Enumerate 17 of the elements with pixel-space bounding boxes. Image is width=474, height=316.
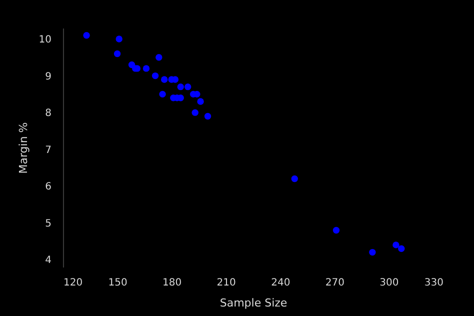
x-tick-label: 120 [64, 278, 83, 288]
x-tick-label: 330 [424, 278, 444, 288]
y-tick-label: 7 [45, 144, 52, 156]
y-tick-label: 5 [45, 218, 52, 230]
x-axis-title: Sample Size [220, 296, 288, 310]
x-tick-label: 240 [271, 278, 290, 288]
x-tick-label: 270 [325, 278, 344, 288]
y-tick-label: 9 [45, 71, 52, 82]
x-tick-label: 150 [108, 278, 128, 288]
x-tick-label: 210 [216, 278, 236, 288]
x-tick-label: 300 [380, 278, 399, 288]
y-axis-title: Margin % [16, 122, 30, 174]
y-tick-label: 8 [45, 108, 52, 120]
y-tick-label: 6 [45, 182, 52, 193]
y-tick-label: 10 [38, 34, 52, 46]
y-tick-label: 4 [45, 255, 52, 266]
x-tick-label: 180 [162, 278, 182, 288]
